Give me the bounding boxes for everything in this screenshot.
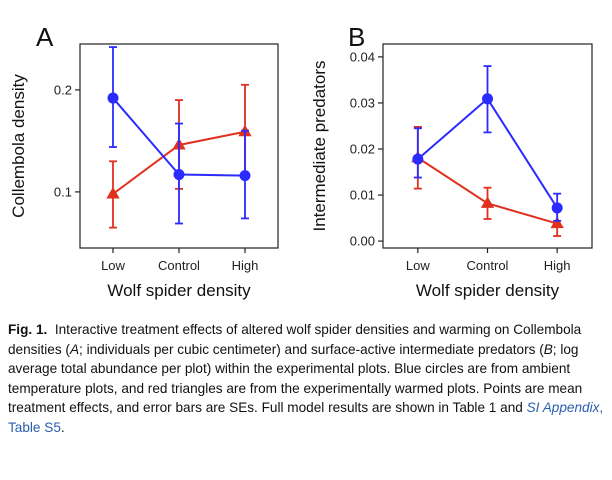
y-tick-label: 0.02 xyxy=(350,141,375,156)
caption-text-end: . xyxy=(60,419,65,435)
data-point-triangle xyxy=(480,196,495,208)
data-point-circle xyxy=(551,202,563,214)
y-tick-label: 0.03 xyxy=(350,95,375,110)
si-appendix-table: , Table S5 xyxy=(8,400,604,435)
panel-letter: B xyxy=(348,22,365,52)
data-point-circle xyxy=(239,170,251,182)
caption-text-2: ; individuals per cubic centimeter) and … xyxy=(79,341,544,357)
x-tick-label: Control xyxy=(467,258,509,273)
y-axis-title: Intermediate predators xyxy=(310,60,329,231)
data-point-triangle xyxy=(550,216,564,229)
figure-charts: A 0.1 0.2 Low Control High Wolf spider density… xyxy=(9,22,593,300)
panel-letter: A xyxy=(36,22,54,52)
y-tick-label: 0.01 xyxy=(350,188,375,203)
data-point-circle xyxy=(482,93,493,105)
si-appendix-link[interactable]: SI Appendix, Table S5 xyxy=(8,400,603,435)
x-axis-title: Wolf spider density xyxy=(416,281,560,300)
caption-text-1: Interactive treatment effects of altered… xyxy=(8,322,582,357)
y-axis-title: Collembola density xyxy=(9,74,28,218)
y-tick-label: 0.1 xyxy=(54,184,72,199)
si-appendix-italic: SI Appendix xyxy=(526,400,600,416)
x-tick-label: High xyxy=(544,258,571,273)
x-axis-title: Wolf spider density xyxy=(107,281,251,300)
x-tick-label: Low xyxy=(406,258,430,273)
y-tick-label: 0.00 xyxy=(350,234,375,249)
data-point-triangle xyxy=(106,186,120,199)
series-ambient xyxy=(412,65,563,222)
y-tick-label: 0.2 xyxy=(54,82,72,97)
figure-caption: Fig. 1. Interactive treatment effects of… xyxy=(8,320,604,438)
figure-label: Fig. 1. xyxy=(8,322,48,337)
data-point-circle xyxy=(173,169,185,181)
caption-italic-a: A xyxy=(69,341,80,357)
x-tick-label: Control xyxy=(158,258,200,273)
panel-a: A 0.1 0.2 Low Control High Wolf spider density… xyxy=(9,22,279,300)
caption-italic-b: B xyxy=(543,341,553,357)
y-tick-label: 0.04 xyxy=(350,49,375,64)
x-tick-label: High xyxy=(232,258,259,273)
series-ambient xyxy=(107,46,251,225)
x-tick-label: Low xyxy=(101,258,125,273)
data-point-circle xyxy=(107,92,119,104)
caption-text-3: ; log average total abundance per plot) … xyxy=(8,341,583,416)
data-point-circle xyxy=(412,153,424,165)
panel-b: B 0.00 0.01 0.02 0.03 0.04 Low Control High Wolf … xyxy=(310,22,593,300)
